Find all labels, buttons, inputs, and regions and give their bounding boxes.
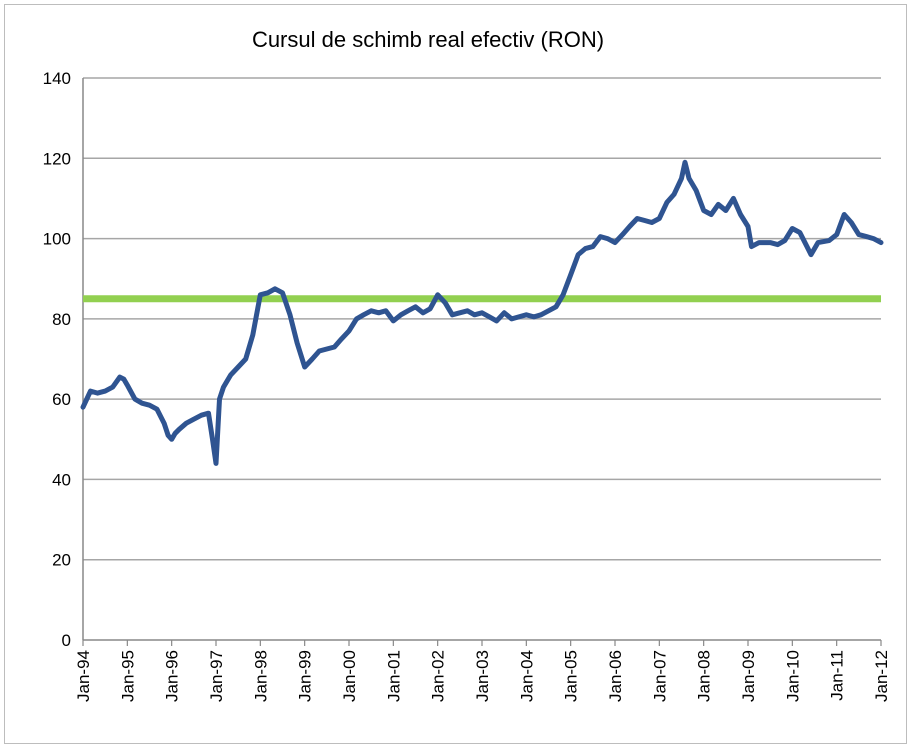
y-tick-label: 0 (62, 631, 71, 650)
x-tick-label: Jan-00 (340, 650, 359, 702)
x-tick-label: Jan-98 (251, 650, 270, 702)
x-tick-label: Jan-07 (650, 650, 669, 702)
x-tick-label: Jan-04 (517, 650, 536, 702)
x-tick-label: Jan-99 (296, 650, 315, 702)
x-tick-label: Jan-95 (118, 650, 137, 702)
y-tick-label: 40 (52, 470, 71, 489)
series-group (80, 159, 884, 466)
y-tick-label: 20 (52, 551, 71, 570)
x-axis: Jan-94 Jan-95 Jan-96 Jan-97 Jan-98 Jan-99 Jan-… (74, 639, 891, 702)
x-tick-label: Jan-08 (695, 650, 714, 702)
x-tick-label: Jan-02 (429, 650, 448, 702)
x-tick-label: Jan-97 (207, 650, 226, 702)
x-tick-label: Jan-03 (473, 650, 492, 702)
x-tick-label: Jan-06 (606, 650, 625, 702)
series-line (80, 159, 884, 466)
y-tick-label: 100 (43, 230, 71, 249)
chart-title: Cursul de schimb real efectiv (RON) (252, 27, 604, 52)
x-tick-label: Jan-01 (384, 650, 403, 702)
y-tick-label: 60 (52, 390, 71, 409)
x-tick-label: Jan-05 (562, 650, 581, 702)
x-tick-label: Jan-12 (872, 650, 891, 702)
y-tick-label: 140 (43, 69, 71, 88)
x-tick-label: Jan-94 (74, 650, 93, 702)
x-tick-label: Jan-96 (163, 650, 182, 702)
x-tick-label: Jan-10 (783, 650, 802, 702)
y-axis: 0 20 40 60 80 100 120 140 (43, 69, 84, 650)
y-tick-label: 120 (43, 149, 71, 168)
y-tick-label: 80 (52, 310, 71, 329)
x-tick-label: Jan-09 (739, 650, 758, 702)
chart-frame (4, 4, 907, 744)
x-tick-label: Jan-11 (828, 650, 847, 701)
gridlines (83, 77, 881, 561)
